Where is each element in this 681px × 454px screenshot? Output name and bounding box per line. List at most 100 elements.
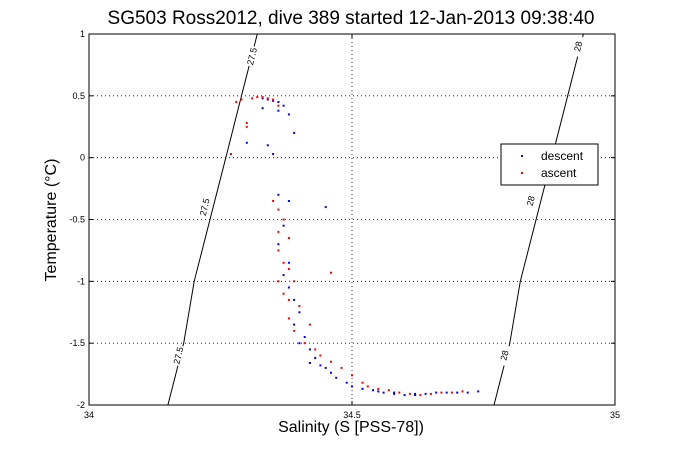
descent-point xyxy=(393,392,396,395)
ascent-point xyxy=(314,348,317,351)
descent-point xyxy=(330,371,332,374)
ascent-point xyxy=(245,125,248,128)
descent-point xyxy=(324,206,327,209)
contour-label: 27.5 xyxy=(198,197,212,216)
density-contours: 27.5 27.5 27.5 28 28 28 xyxy=(167,33,586,406)
ascent-point xyxy=(287,317,290,320)
descent-point xyxy=(277,109,280,112)
contour-label: 28 xyxy=(572,40,584,52)
descent-point xyxy=(466,391,469,394)
descent-point xyxy=(287,113,290,116)
x-axis-title: Salinity (S [PSS-78]) xyxy=(278,419,424,436)
descent-point xyxy=(272,153,275,155)
ascent-point xyxy=(240,98,243,101)
ascent-point xyxy=(298,305,301,308)
legend-label-ascent: ascent xyxy=(541,166,577,180)
legend-marker-descent xyxy=(521,155,523,157)
descent-point xyxy=(266,98,269,101)
chart-title: SG503 Ross2012, dive 389 started 12-Jan-… xyxy=(108,8,595,29)
descent-point xyxy=(293,298,296,301)
ascent-point xyxy=(277,208,280,211)
descent-point xyxy=(277,193,280,196)
ascent-point xyxy=(282,261,285,264)
descent-point xyxy=(293,131,296,134)
descent-point xyxy=(324,366,327,369)
density-contour-line xyxy=(493,33,584,406)
descent-point xyxy=(282,224,285,227)
legend-box xyxy=(500,143,599,186)
y-tick-label: 0.5 xyxy=(72,91,85,101)
descent-point xyxy=(245,141,248,144)
descent-point xyxy=(261,97,264,100)
x-tick-label: 34.5 xyxy=(343,410,361,420)
descent-point xyxy=(266,144,269,147)
ascent-point xyxy=(461,390,464,393)
descent-point xyxy=(382,391,385,394)
descent-point xyxy=(414,392,417,395)
descent-point xyxy=(287,286,290,289)
descent-point xyxy=(298,342,301,345)
y-tick-label: -1 xyxy=(77,276,85,286)
ascent-point xyxy=(419,394,422,397)
y-tick-label: -1.5 xyxy=(69,338,85,348)
ascent-point xyxy=(293,280,296,283)
ascent-point xyxy=(340,366,343,369)
descent-point xyxy=(287,200,290,202)
descent-point xyxy=(372,389,374,392)
descent-point xyxy=(351,385,353,388)
descent-point xyxy=(319,364,322,367)
descent-point xyxy=(414,394,417,397)
contour-label: 27.5 xyxy=(172,346,186,365)
descent-point xyxy=(435,391,438,394)
ascent-point xyxy=(230,153,232,155)
contour-label-background xyxy=(523,190,538,212)
contour-label-background xyxy=(171,344,186,367)
ascent-point xyxy=(398,391,401,394)
descent-point xyxy=(424,392,427,395)
ascent-point xyxy=(266,97,269,100)
contour-label: 28 xyxy=(499,349,511,361)
axis-ticks: 34 34.5 35 -2 -1.5 -1 -0.5 0 0.5 1 xyxy=(69,29,620,420)
ascent-point xyxy=(293,329,296,332)
ascent-point xyxy=(387,389,390,392)
descent-point xyxy=(403,394,406,397)
legend-marker-ascent xyxy=(521,172,523,174)
ascent-point xyxy=(377,387,380,390)
density-contour-line xyxy=(167,33,258,406)
descent-point xyxy=(303,336,306,338)
y-tick-label: 1 xyxy=(80,29,85,39)
descent-point xyxy=(293,323,296,326)
descent-point xyxy=(277,243,280,246)
ascent-point xyxy=(277,230,280,233)
ascent-point xyxy=(330,271,332,274)
y-tick-label: -0.5 xyxy=(69,215,85,225)
descent-point xyxy=(277,101,280,103)
x-tick-label: 35 xyxy=(610,410,620,420)
descent-point xyxy=(298,311,301,314)
ascent-point xyxy=(319,354,322,357)
ascent-point xyxy=(235,101,238,103)
ascent-point xyxy=(256,96,259,99)
ascent-point xyxy=(308,323,311,326)
descent-point xyxy=(282,274,285,277)
descent-point xyxy=(393,391,396,394)
descent-point xyxy=(308,348,311,351)
ascent-point xyxy=(277,104,280,107)
ascent-point xyxy=(287,268,290,270)
ascent-point xyxy=(277,280,280,283)
legend: descent ascent xyxy=(500,143,599,186)
ascent-point xyxy=(287,298,290,301)
descent-point xyxy=(335,376,338,379)
ascent-point xyxy=(351,374,353,377)
descent-point xyxy=(287,261,290,264)
descent-point xyxy=(445,391,448,394)
y-tick-label: -2 xyxy=(77,400,85,410)
ascent-point xyxy=(429,392,432,395)
ascent-point xyxy=(361,381,364,384)
ascent-point xyxy=(272,98,275,101)
contour-label-background xyxy=(244,45,260,68)
contour-label-background xyxy=(197,196,212,218)
ascent-point xyxy=(450,391,453,394)
ascent-point xyxy=(282,292,285,295)
